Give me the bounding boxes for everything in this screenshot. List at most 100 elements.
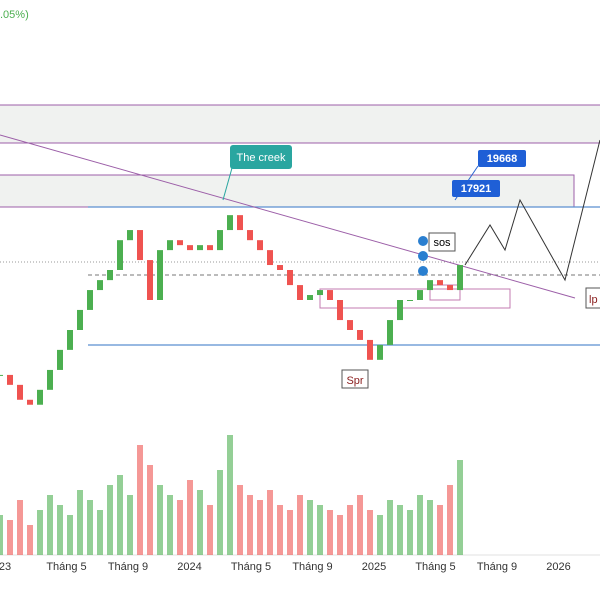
candle	[97, 280, 103, 291]
zone	[319, 288, 511, 309]
candle	[67, 330, 73, 350]
x-tick-label: Tháng 9	[108, 561, 148, 573]
volume-bar	[227, 435, 233, 555]
change-label: .05%)	[0, 9, 29, 21]
volume-bar	[197, 490, 203, 555]
candle	[177, 240, 183, 246]
volume-bar	[127, 495, 133, 555]
annotation: lp	[589, 294, 598, 306]
candle	[57, 349, 63, 370]
candle	[147, 260, 153, 300]
volume-bar	[167, 495, 173, 555]
volume-bar	[17, 500, 23, 555]
callout-line	[222, 167, 233, 201]
volume-bar	[407, 510, 413, 555]
candle	[397, 300, 403, 321]
candle	[387, 320, 393, 345]
candle	[77, 309, 83, 330]
volume-bar	[317, 505, 323, 555]
x-tick-label: Tháng 5	[46, 561, 86, 573]
candle	[227, 215, 233, 231]
candle	[357, 330, 363, 340]
candle	[367, 339, 373, 360]
volume-bar	[437, 505, 443, 555]
candle	[37, 389, 43, 405]
annotation: sos	[433, 237, 451, 249]
candle	[87, 290, 93, 310]
candle	[277, 265, 283, 270]
callout-box	[452, 180, 500, 197]
volume-bar	[447, 485, 453, 555]
x-tick-label: 2025	[362, 561, 386, 573]
volume-bar	[347, 505, 353, 555]
volume-bar	[427, 500, 433, 555]
candle	[117, 240, 123, 270]
volume-bar	[147, 465, 153, 555]
x-tick-label: Tháng 9	[292, 561, 332, 573]
candle	[137, 230, 143, 261]
volume-bar	[387, 500, 393, 555]
volume-bar	[27, 525, 33, 555]
volume-bar	[107, 485, 113, 555]
event-dot[interactable]	[418, 251, 428, 261]
annotation: 17921	[461, 183, 492, 195]
candle	[447, 285, 453, 291]
candle	[437, 280, 443, 286]
candle	[347, 320, 353, 330]
volume-bar	[117, 475, 123, 555]
candle	[27, 399, 33, 405]
volume-bar	[307, 500, 313, 555]
callout-box	[230, 145, 292, 169]
volume-bar	[327, 510, 333, 555]
candle	[297, 285, 303, 300]
candle	[457, 265, 463, 291]
candle	[207, 245, 213, 251]
candle	[217, 230, 223, 251]
label-box	[585, 287, 600, 309]
volume-bar	[257, 500, 263, 555]
volume-bar	[77, 490, 83, 555]
x-tick-label: 2026	[546, 561, 570, 573]
candle	[237, 215, 243, 231]
candle	[127, 230, 133, 241]
volume-bar	[367, 510, 373, 555]
volume-bar	[237, 485, 243, 555]
candle	[307, 295, 313, 300]
candle	[167, 240, 173, 251]
volume-bar	[137, 445, 143, 555]
candle	[247, 230, 253, 241]
volume-bar	[157, 485, 163, 555]
annotation: Spr	[346, 375, 363, 387]
candle	[187, 245, 193, 251]
volume-bar	[187, 480, 193, 555]
trendline	[0, 134, 576, 299]
candle	[197, 245, 203, 251]
candle	[337, 300, 343, 321]
candle	[427, 280, 433, 291]
volume-bar	[67, 515, 73, 555]
candle	[327, 290, 333, 300]
candle	[317, 290, 323, 296]
x-tick-label: Tháng 5	[231, 561, 271, 573]
volume-bar	[397, 505, 403, 555]
candle	[107, 270, 113, 281]
label-box	[341, 369, 369, 389]
x-tick-label: Tháng 9	[477, 561, 517, 573]
volume-bar	[177, 500, 183, 555]
volume-bar	[247, 495, 253, 555]
volume-bar	[207, 505, 213, 555]
candle	[407, 300, 413, 301]
volume-bar	[277, 505, 283, 555]
volume-bar	[87, 500, 93, 555]
event-dot[interactable]	[418, 236, 428, 246]
drawings	[0, 104, 600, 556]
candle	[47, 369, 53, 390]
event-dot[interactable]	[418, 266, 428, 276]
volume-bar	[417, 495, 423, 555]
x-tick-label: 23	[0, 561, 11, 573]
callout-box	[478, 150, 526, 167]
volume-bar	[47, 495, 53, 555]
label-box	[428, 232, 456, 252]
volume-bar	[457, 460, 463, 555]
